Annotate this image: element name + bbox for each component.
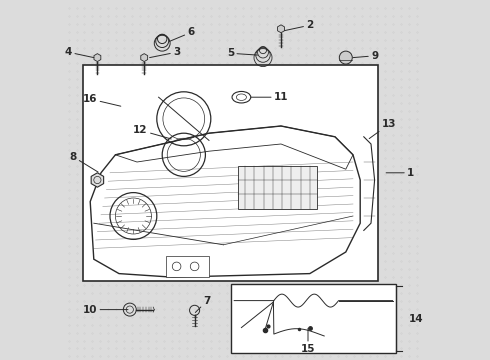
Text: 16: 16 [83, 94, 121, 106]
Text: 3: 3 [149, 47, 180, 58]
Text: 12: 12 [133, 125, 171, 139]
Text: 6: 6 [170, 27, 195, 41]
Bar [238, 166, 317, 209]
Text: 8: 8 [69, 152, 98, 172]
Bar [231, 284, 396, 353]
Text: 15: 15 [301, 328, 315, 354]
Text: 10: 10 [83, 305, 128, 315]
Bar [83, 65, 378, 281]
Text: 1: 1 [386, 168, 414, 178]
Text: 2: 2 [285, 20, 314, 31]
Text: 4: 4 [65, 47, 94, 58]
Text: 9: 9 [353, 51, 378, 61]
Polygon shape [141, 54, 147, 62]
Bar [166, 256, 209, 277]
Text: 7: 7 [196, 296, 211, 312]
Polygon shape [91, 173, 104, 187]
Text: 5: 5 [227, 48, 258, 58]
Text: 11: 11 [251, 92, 288, 102]
Text: 14: 14 [409, 314, 423, 324]
Polygon shape [277, 25, 284, 33]
Polygon shape [94, 54, 101, 62]
Text: 13: 13 [369, 119, 396, 139]
Circle shape [339, 51, 352, 64]
